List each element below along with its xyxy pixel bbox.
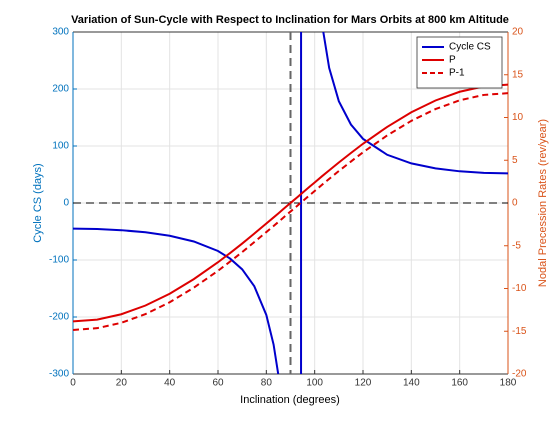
- y2-axis-label: Nodal Precession Rates (rev/year): [537, 119, 549, 287]
- x-tick-label: 140: [403, 378, 420, 389]
- series-line: [73, 83, 508, 323]
- y2-tick-label: -5: [512, 240, 521, 251]
- y-tick-label: -300: [49, 369, 69, 380]
- y2-tick-label: -15: [512, 326, 527, 337]
- x-tick-label: 180: [500, 378, 517, 389]
- x-tick-label: 120: [355, 378, 372, 389]
- x-tick-label: 100: [306, 378, 323, 389]
- y-tick-label: -200: [49, 312, 69, 323]
- y2-tick-label: 0: [512, 198, 518, 209]
- legend-label: P-1: [449, 68, 465, 79]
- x-tick-label: 20: [116, 378, 128, 389]
- legend-label: Cycle CS: [449, 42, 491, 53]
- plot-clip: [73, 32, 508, 374]
- legend-label: P: [449, 55, 456, 66]
- chart-title: Variation of Sun-Cycle with Respect to I…: [71, 14, 509, 26]
- y-tick-label: 0: [63, 198, 69, 209]
- y-tick-label: 100: [52, 141, 69, 152]
- y2-tick-label: -20: [512, 369, 527, 380]
- x-tick-label: 160: [451, 378, 468, 389]
- y-tick-label: -100: [49, 255, 69, 266]
- y-tick-label: 200: [52, 84, 69, 95]
- y-tick-label: 300: [52, 27, 69, 38]
- x-tick-label: 80: [261, 378, 273, 389]
- y2-tick-label: -10: [512, 283, 527, 294]
- y2-tick-label: 15: [512, 69, 524, 80]
- series-line: [73, 92, 508, 331]
- x-tick-label: 0: [70, 378, 76, 389]
- x-tick-label: 60: [212, 378, 224, 389]
- x-axis-label: Inclination (degrees): [240, 394, 340, 406]
- series-line: [73, 32, 508, 374]
- y2-tick-label: 20: [512, 27, 524, 38]
- legend-box: [416, 36, 503, 89]
- y-axis-label: Cycle CS (days): [32, 163, 44, 242]
- y2-tick-label: 10: [512, 112, 524, 123]
- x-tick-label: 40: [164, 378, 176, 389]
- y2-tick-label: 5: [512, 155, 518, 166]
